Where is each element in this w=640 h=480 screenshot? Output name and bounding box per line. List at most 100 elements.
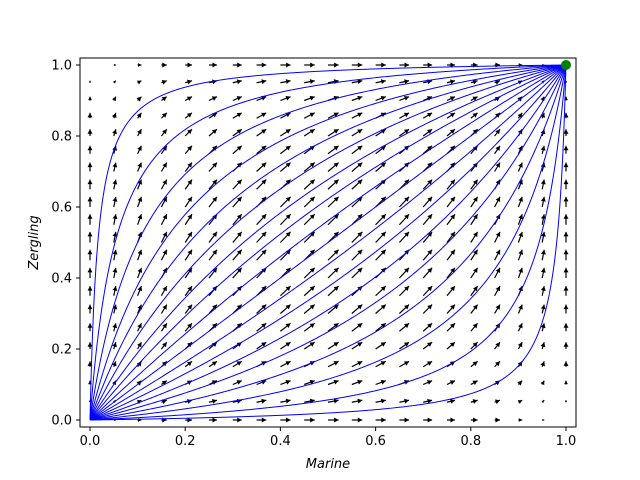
fixed-point-marker (561, 60, 571, 70)
field-arrow-head (494, 96, 501, 102)
field-arrow-head (137, 323, 142, 329)
field-arrow-head (427, 214, 433, 220)
field-arrow-head (380, 304, 386, 310)
field-arrow-head (309, 95, 315, 101)
field-arrow-head (564, 380, 568, 385)
field-arrow-head (112, 267, 118, 273)
field-arrow-head (285, 162, 291, 168)
field-arrow-head (137, 63, 142, 67)
x-tick-label: 1.0 (556, 434, 577, 449)
field-arrow-head (380, 267, 386, 273)
trajectory-line (89, 64, 567, 421)
field-arrow-head (472, 380, 478, 386)
field-arrow-head (517, 400, 523, 404)
field-arrow-head (211, 342, 217, 348)
trajectory-line (89, 64, 567, 421)
field-arrow-head (357, 231, 363, 237)
field-arrow-head (473, 417, 478, 423)
field-arrow-head (162, 323, 167, 329)
field-arrow-head (473, 231, 478, 238)
field-arrow-head (495, 286, 501, 292)
field-arrow-head (187, 214, 192, 220)
field-arrow-head (87, 196, 93, 202)
field-arrow-head (162, 304, 167, 310)
field-arrow-head (333, 129, 339, 134)
field-arrow-head (309, 145, 315, 151)
field-arrow-head (404, 62, 410, 68)
field-arrow-head (333, 196, 339, 202)
field-arrow-head (261, 129, 267, 134)
field-arrow-head (473, 249, 478, 255)
field-arrow-head (449, 79, 455, 85)
field-arrow-head (540, 323, 546, 329)
field-arrow-head (187, 162, 192, 168)
field-arrow-head (309, 112, 315, 118)
field-arrow-head (211, 129, 217, 135)
field-arrow-head (427, 129, 433, 134)
field-arrow-head (494, 399, 501, 405)
field-arrow-head (137, 196, 143, 202)
field-arrow-head (450, 417, 455, 423)
field-arrow-head (285, 231, 291, 237)
field-arrow-head (309, 342, 315, 347)
y-tick-label: 0.6 (51, 201, 72, 216)
field-arrow-head (136, 80, 142, 85)
field-arrow-head (211, 361, 217, 366)
field-arrow-head (472, 323, 478, 329)
field-arrow-head (236, 361, 242, 366)
field-arrow-head (380, 214, 386, 220)
field-arrow-head (236, 267, 242, 273)
field-arrow-head (450, 145, 455, 151)
field-arrow-head (427, 196, 433, 202)
field-arrow-head (563, 304, 569, 310)
y-tick-label: 1.0 (51, 59, 72, 74)
field-arrow-head (236, 380, 242, 385)
field-arrow-head (187, 267, 192, 273)
field-arrow-head (404, 214, 410, 220)
field-arrow-head (495, 162, 501, 168)
field-arrow-head (404, 79, 410, 85)
field-arrow-head (540, 196, 546, 202)
trajectory-line (89, 64, 567, 421)
field-arrow-head (112, 342, 117, 348)
field-arrow-head (186, 361, 192, 367)
field-arrow-head (517, 112, 523, 118)
field-arrow-head (357, 379, 363, 385)
field-arrow-head (563, 196, 569, 202)
field-arrow-head (162, 179, 167, 185)
field-arrow-head (563, 129, 569, 134)
x-tick-label: 0.6 (365, 434, 386, 449)
field-arrow-head (541, 400, 545, 404)
field-arrow-head (162, 62, 167, 68)
field-arrow-head (495, 145, 501, 151)
field-arrow-head (111, 361, 117, 367)
field-arrow-head (285, 129, 291, 134)
field-arrow-head (186, 112, 192, 118)
field-arrow-head (357, 417, 363, 423)
trajectory-line (89, 64, 567, 421)
field-arrow-head (285, 379, 291, 385)
field-arrow-head (495, 249, 501, 255)
field-arrow-head (450, 179, 455, 185)
field-arrow-head (161, 380, 167, 386)
field-arrow-head (137, 249, 143, 255)
field-arrow-head (357, 62, 363, 68)
field-arrow-head (286, 62, 291, 68)
field-arrow-head (357, 162, 363, 168)
field-arrow-head (380, 286, 386, 291)
field-arrow-head (333, 342, 339, 347)
field-arrow-head (261, 380, 267, 385)
field-arrow-head (261, 249, 267, 255)
field-arrow-head (261, 96, 267, 101)
field-arrow-head (517, 129, 523, 135)
field-arrow-head (161, 112, 167, 118)
field-arrow-head (449, 96, 455, 101)
field-arrow-head (137, 145, 142, 151)
field-arrow-head (472, 112, 478, 118)
field-arrow-head (162, 286, 167, 292)
field-arrow-head (450, 249, 455, 255)
field-arrow-head (187, 129, 192, 135)
field-arrow-head (112, 286, 118, 292)
field-arrow-head (187, 342, 192, 348)
field-arrow-head (236, 249, 242, 255)
